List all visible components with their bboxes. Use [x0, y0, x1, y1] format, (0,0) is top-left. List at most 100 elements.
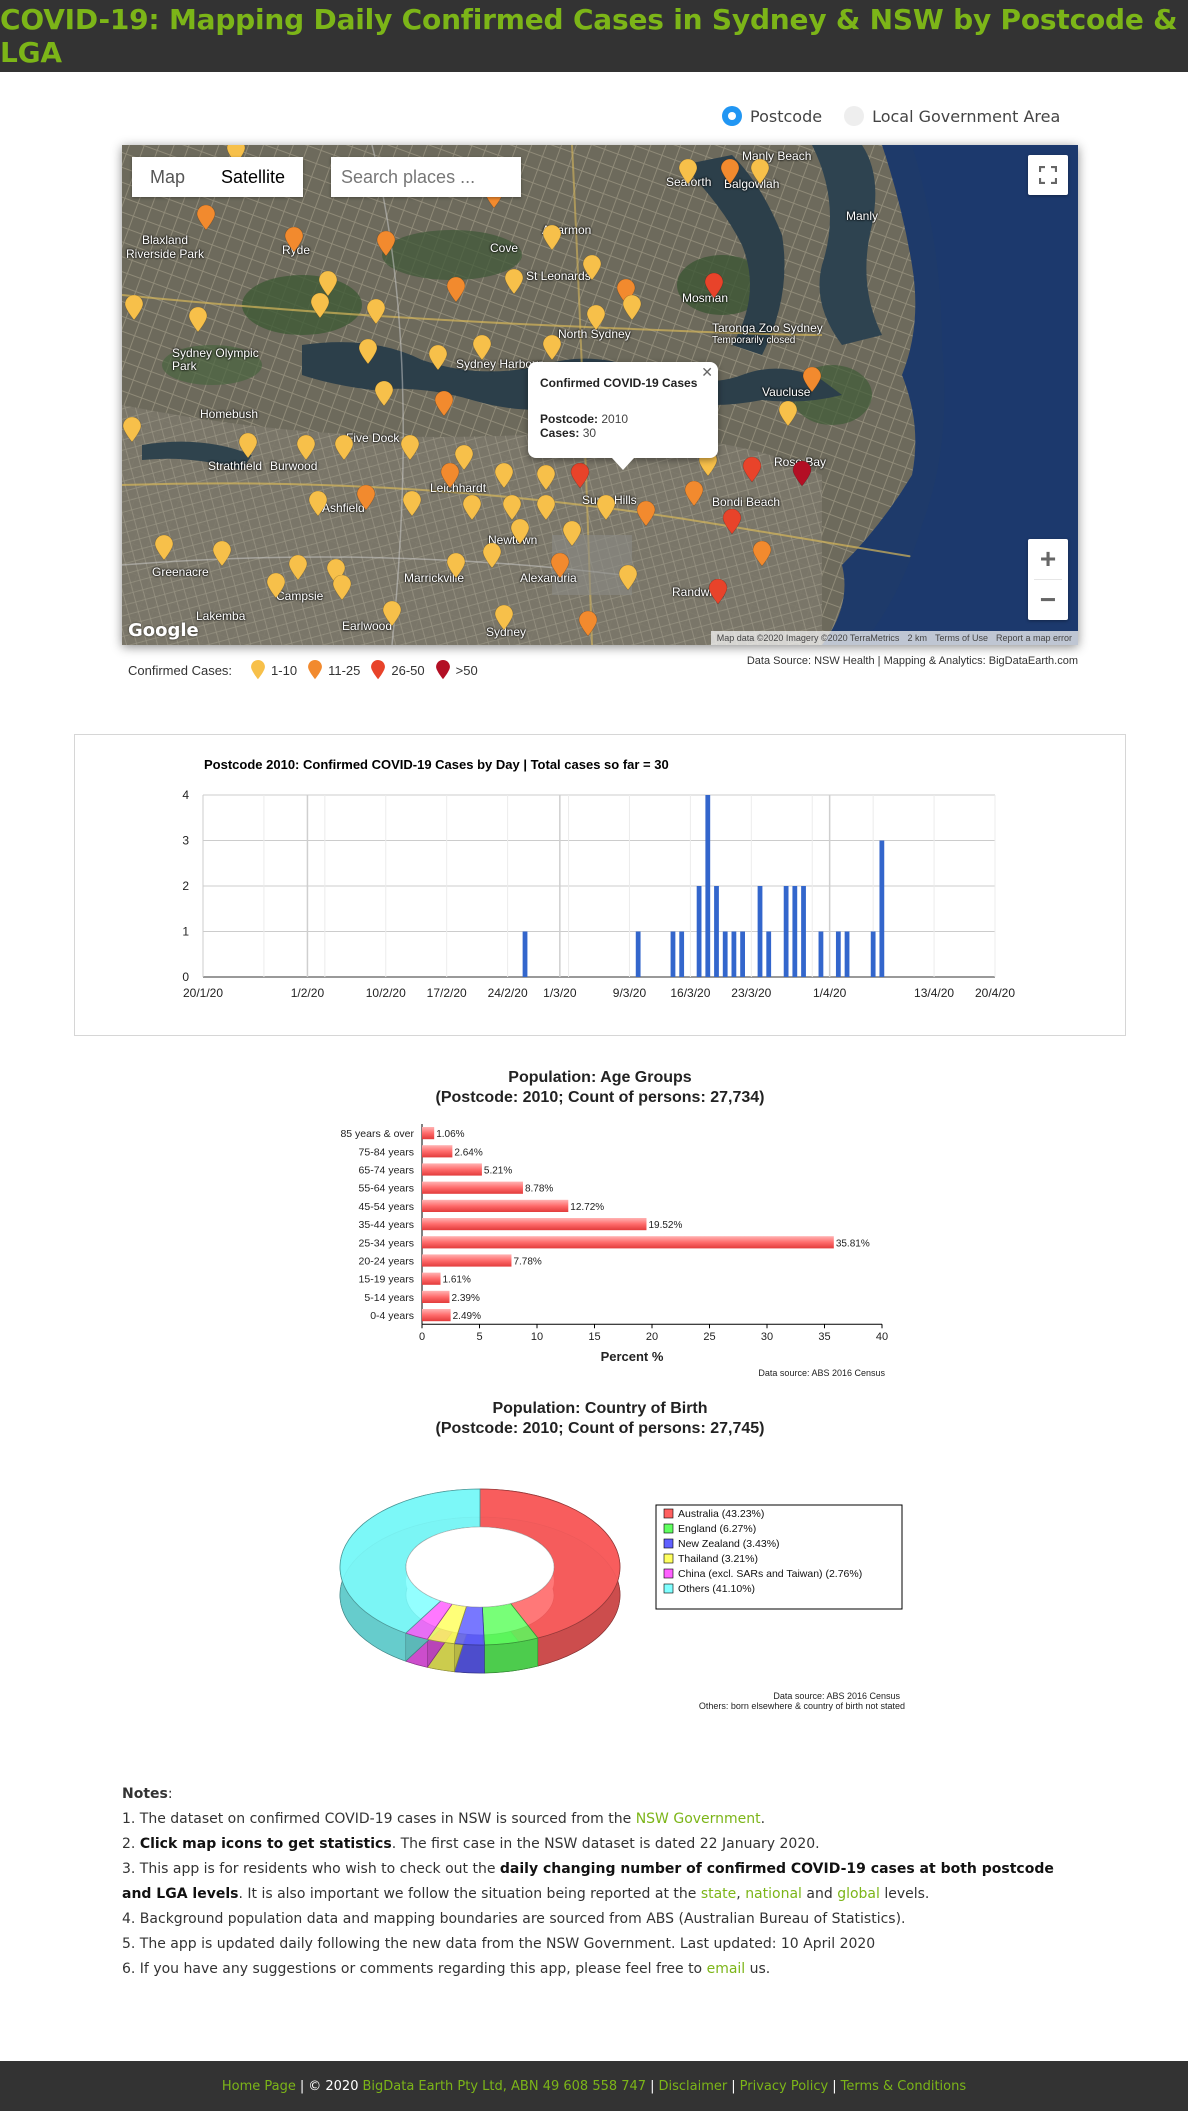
state-link[interactable]: state: [700, 1886, 737, 1902]
map-marker-icon[interactable]: [542, 335, 562, 361]
map-marker-icon[interactable]: [446, 553, 466, 579]
zoom-in-button[interactable]: +: [1039, 543, 1057, 574]
map-marker-icon[interactable]: [332, 575, 352, 601]
report-map-error-link[interactable]: Report a map error: [995, 633, 1072, 643]
footer-copyright: © 2020: [308, 2078, 359, 2094]
map-marker-icon[interactable]: [366, 299, 386, 325]
map-marker-icon[interactable]: [358, 339, 378, 365]
map-marker-icon[interactable]: [428, 345, 448, 371]
map-marker-icon[interactable]: [284, 227, 304, 253]
map-marker-icon[interactable]: [570, 463, 590, 489]
map-type-satellite-button[interactable]: Satellite: [203, 157, 304, 197]
map-marker-icon[interactable]: [454, 445, 474, 471]
map-marker-icon[interactable]: [376, 231, 396, 257]
map-marker-icon[interactable]: [124, 295, 144, 321]
footer-disclaimer-link[interactable]: Disclaimer: [658, 2078, 728, 2094]
map-marker-icon[interactable]: [212, 541, 232, 567]
map-marker-icon[interactable]: [462, 495, 482, 521]
radio-postcode[interactable]: Postcode: [722, 106, 822, 126]
map-marker-icon[interactable]: [494, 605, 514, 631]
radio-postcode-dot[interactable]: [722, 106, 742, 126]
map-marker-icon[interactable]: [356, 485, 376, 511]
radio-lga-dot[interactable]: [844, 106, 865, 126]
info-window-close-icon[interactable]: ✕: [701, 364, 713, 380]
cob-legend-label: New Zealand (3.43%): [678, 1538, 780, 1550]
map-marker-icon[interactable]: [586, 305, 606, 331]
map-marker-icon[interactable]: [684, 481, 704, 507]
map-marker-icon[interactable]: [400, 435, 420, 461]
map-marker-icon[interactable]: [752, 541, 772, 567]
national-link[interactable]: national: [745, 1886, 802, 1902]
map-marker-icon[interactable]: [374, 381, 394, 407]
email-link[interactable]: email: [706, 1961, 746, 1977]
footer-privacy-link[interactable]: Privacy Policy: [739, 2078, 829, 2094]
age-value-label: 2.64%: [454, 1147, 482, 1158]
map-marker-icon[interactable]: [196, 205, 216, 231]
footer-company-link[interactable]: BigData Earth Pty Ltd, ABN 49 608 558 74…: [362, 2078, 647, 2094]
map-marker-icon[interactable]: [678, 159, 698, 185]
map-marker-icon[interactable]: [708, 579, 728, 605]
map-marker-icon[interactable]: [636, 501, 656, 527]
map-marker-icon[interactable]: [446, 277, 466, 303]
map-marker-icon[interactable]: [402, 491, 422, 517]
map-marker-icon[interactable]: [296, 435, 316, 461]
footer-terms-link[interactable]: Terms & Conditions: [840, 2078, 967, 2094]
map-marker-icon[interactable]: [434, 391, 454, 417]
map-marker-icon[interactable]: [562, 521, 582, 547]
map-marker-icon[interactable]: [308, 491, 328, 517]
terms-of-use-link[interactable]: Terms of Use: [934, 633, 988, 643]
map-marker-icon[interactable]: [472, 335, 492, 361]
map-marker-icon[interactable]: [482, 543, 502, 569]
nsw-government-link[interactable]: NSW Government: [635, 1811, 761, 1827]
map-marker-icon[interactable]: [382, 601, 402, 627]
map-marker-icon[interactable]: [618, 565, 638, 591]
map-marker-icon[interactable]: [266, 573, 286, 599]
cob-chart-title: Population: Country of Birth: [492, 1400, 707, 1417]
map-marker-icon[interactable]: [334, 435, 354, 461]
map-marker-icon[interactable]: [742, 457, 762, 483]
zoom-out-button[interactable]: −: [1039, 584, 1057, 615]
map-marker-icon[interactable]: [722, 509, 742, 535]
map-marker-icon[interactable]: [536, 495, 556, 521]
map-marker-icon[interactable]: [226, 145, 246, 165]
map-marker-icon[interactable]: [582, 255, 602, 281]
map-type-map-button[interactable]: Map: [132, 157, 204, 197]
map-marker-icon[interactable]: [494, 463, 514, 489]
map-marker-icon[interactable]: [154, 535, 174, 561]
map-marker-icon[interactable]: [596, 495, 616, 521]
map-marker-icon[interactable]: [510, 519, 530, 545]
note-1-end: .: [760, 1811, 766, 1827]
map-marker-icon[interactable]: [750, 159, 770, 185]
map-marker-icon[interactable]: [502, 495, 522, 521]
map-marker-icon[interactable]: [536, 465, 556, 491]
fullscreen-button[interactable]: [1028, 155, 1068, 195]
age-bar: [422, 1254, 512, 1267]
x-tick-label: 1/3/20: [543, 986, 577, 1000]
note-3-text: 3. This app is for residents who wish to…: [122, 1861, 500, 1877]
map-marker-icon[interactable]: [310, 293, 330, 319]
daily-case-bar: [818, 931, 824, 977]
map-marker-icon[interactable]: [802, 367, 822, 393]
age-bar: [422, 1181, 523, 1194]
footer-home-link[interactable]: Home Page: [221, 2078, 296, 2094]
map-marker-icon[interactable]: [238, 433, 258, 459]
map-marker-icon[interactable]: [188, 307, 208, 333]
map-marker-icon[interactable]: [542, 225, 562, 251]
global-link[interactable]: global: [837, 1886, 880, 1902]
map-marker-icon[interactable]: [578, 611, 598, 637]
radio-lga[interactable]: Local Government Area: [844, 106, 1060, 126]
map-container[interactable]: Manly Beach Seaforth Balgowlah Manly Riv…: [122, 145, 1078, 645]
map-marker-icon[interactable]: [720, 159, 740, 185]
search-places-input[interactable]: [331, 157, 521, 197]
daily-case-bar: [731, 931, 737, 977]
map-marker-icon[interactable]: [288, 555, 308, 581]
map-marker-icon[interactable]: [504, 269, 524, 295]
map-marker-icon[interactable]: [792, 461, 812, 487]
map-marker-icon[interactable]: [778, 401, 798, 427]
map-marker-icon[interactable]: [318, 271, 338, 297]
map-marker-icon[interactable]: [550, 553, 570, 579]
map-marker-icon[interactable]: [622, 295, 642, 321]
map-marker-icon[interactable]: [122, 417, 142, 443]
map-marker-icon[interactable]: [704, 273, 724, 299]
map-marker-icon[interactable]: [440, 463, 460, 489]
